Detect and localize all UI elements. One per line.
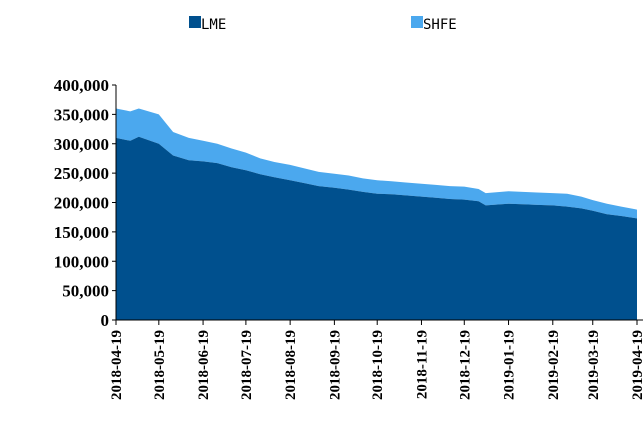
y-tick-label: 350,000 — [54, 105, 109, 124]
axes: 0 50,000 100,000 150,000 200,000 250,000 300,0… — [54, 76, 643, 400]
x-tick-label: 2018-10-19 — [370, 330, 386, 400]
y-tick-label: 100,000 — [54, 252, 109, 271]
series-shfe-area — [116, 108, 637, 219]
series-lme-area — [116, 136, 637, 320]
x-tick-label: 2018-12-19 — [457, 330, 473, 400]
y-tick-label: 50,000 — [62, 282, 109, 301]
x-tick-label: 2018-04-19 — [109, 330, 125, 400]
y-tick-label: 250,000 — [54, 164, 109, 183]
x-tick-label: 2018-09-19 — [327, 330, 343, 400]
x-tick-label: 2018-07-19 — [239, 330, 255, 400]
x-tick-label: 2019-04-19 — [630, 330, 643, 400]
x-tick-label: 2019-01-19 — [502, 330, 518, 400]
x-tick-label: 2019-03-19 — [586, 330, 602, 400]
legend-label-lme: LME — [201, 17, 226, 33]
y-tick-label: 0 — [101, 311, 110, 330]
x-tick-label: 2018-05-19 — [152, 330, 168, 400]
x-tick-label: 2018-06-19 — [196, 330, 212, 400]
legend-swatch-lme — [189, 16, 201, 28]
legend-label-shfe: SHFE — [423, 17, 457, 33]
legend: LME SHFE — [189, 16, 457, 33]
x-tick-label: 2018-08-19 — [283, 330, 299, 400]
x-tick-label: 2018-11-19 — [415, 330, 431, 399]
y-tick-label: 400,000 — [54, 76, 109, 95]
y-tick-label: 300,000 — [54, 135, 109, 154]
y-tick-label: 200,000 — [54, 194, 109, 213]
legend-swatch-shfe — [411, 16, 423, 28]
y-tick-label: 150,000 — [54, 223, 109, 242]
x-tick-label: 2019-02-19 — [546, 330, 562, 400]
plot-area — [116, 108, 637, 320]
